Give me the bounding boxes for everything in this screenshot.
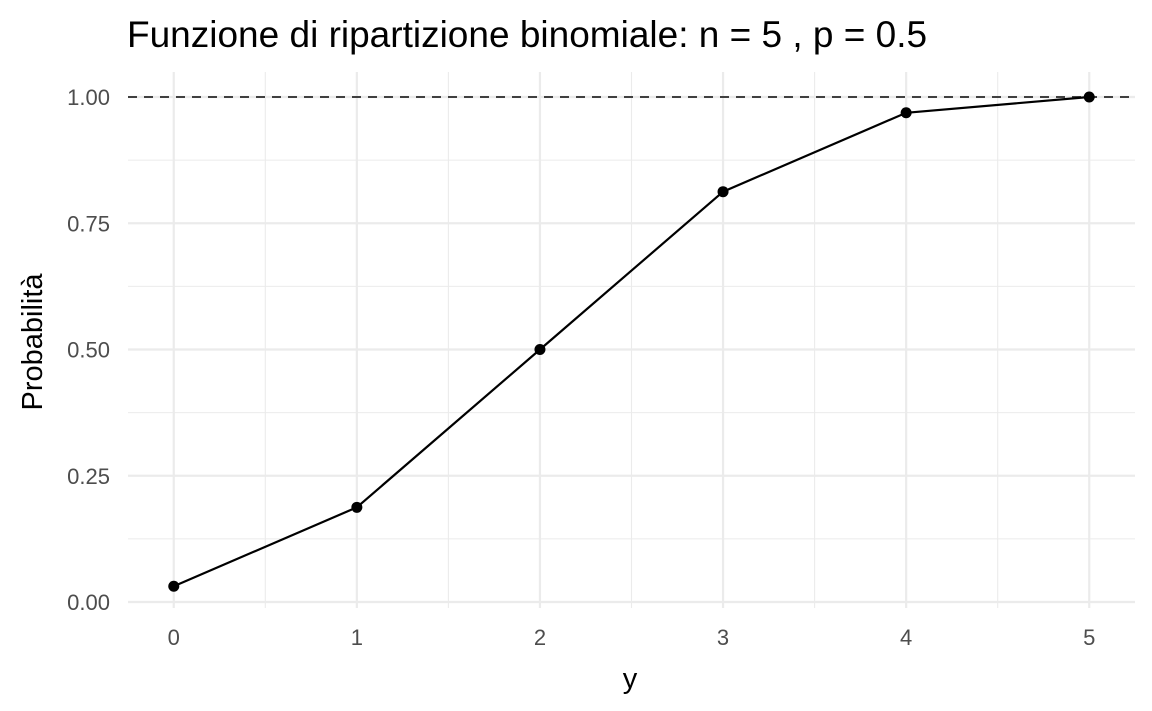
data-point xyxy=(351,501,363,513)
data-point xyxy=(717,186,729,198)
y-tick-label: 0.75 xyxy=(67,211,110,236)
grid xyxy=(128,72,1135,608)
x-tick-label: 3 xyxy=(717,625,729,650)
y-tick-label: 0.25 xyxy=(67,464,110,489)
y-tick-label: 0.50 xyxy=(67,338,110,363)
x-tick-label: 4 xyxy=(900,625,912,650)
data-point xyxy=(1083,91,1095,103)
y-tick-label: 1.00 xyxy=(67,85,110,110)
series-group xyxy=(168,91,1095,592)
x-tick-label: 1 xyxy=(351,625,363,650)
y-tick-labels: 0.00 0.25 0.50 0.75 1.00 xyxy=(67,85,110,615)
x-tick-label: 0 xyxy=(168,625,180,650)
x-tick-label: 2 xyxy=(534,625,546,650)
series-line xyxy=(173,95,1090,588)
x-tick-label: 5 xyxy=(1083,625,1095,650)
data-point xyxy=(534,344,546,355)
data-point xyxy=(900,107,912,119)
chart-title: Funzione di ripartizione binomiale: n = … xyxy=(127,14,927,55)
x-axis-title: y xyxy=(623,663,638,695)
data-point xyxy=(168,580,180,592)
y-axis-title: Probabilità xyxy=(17,273,49,411)
x-tick-labels: 0 1 2 3 4 5 xyxy=(168,625,1096,650)
y-tick-label: 0.00 xyxy=(67,590,110,615)
